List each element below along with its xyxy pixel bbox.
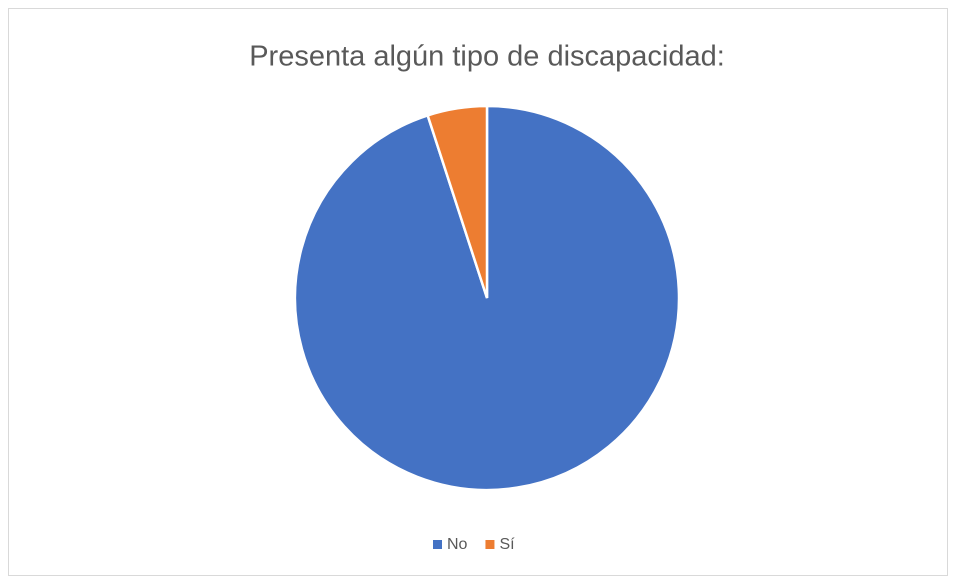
chart-title: Presenta algún tipo de discapacidad:: [249, 41, 725, 73]
legend-swatch: [485, 540, 495, 549]
pie-slice: [426, 104, 489, 299]
legend-label: Sí: [499, 536, 515, 553]
legend-label: No: [447, 536, 468, 553]
legend-swatch: [433, 540, 442, 549]
